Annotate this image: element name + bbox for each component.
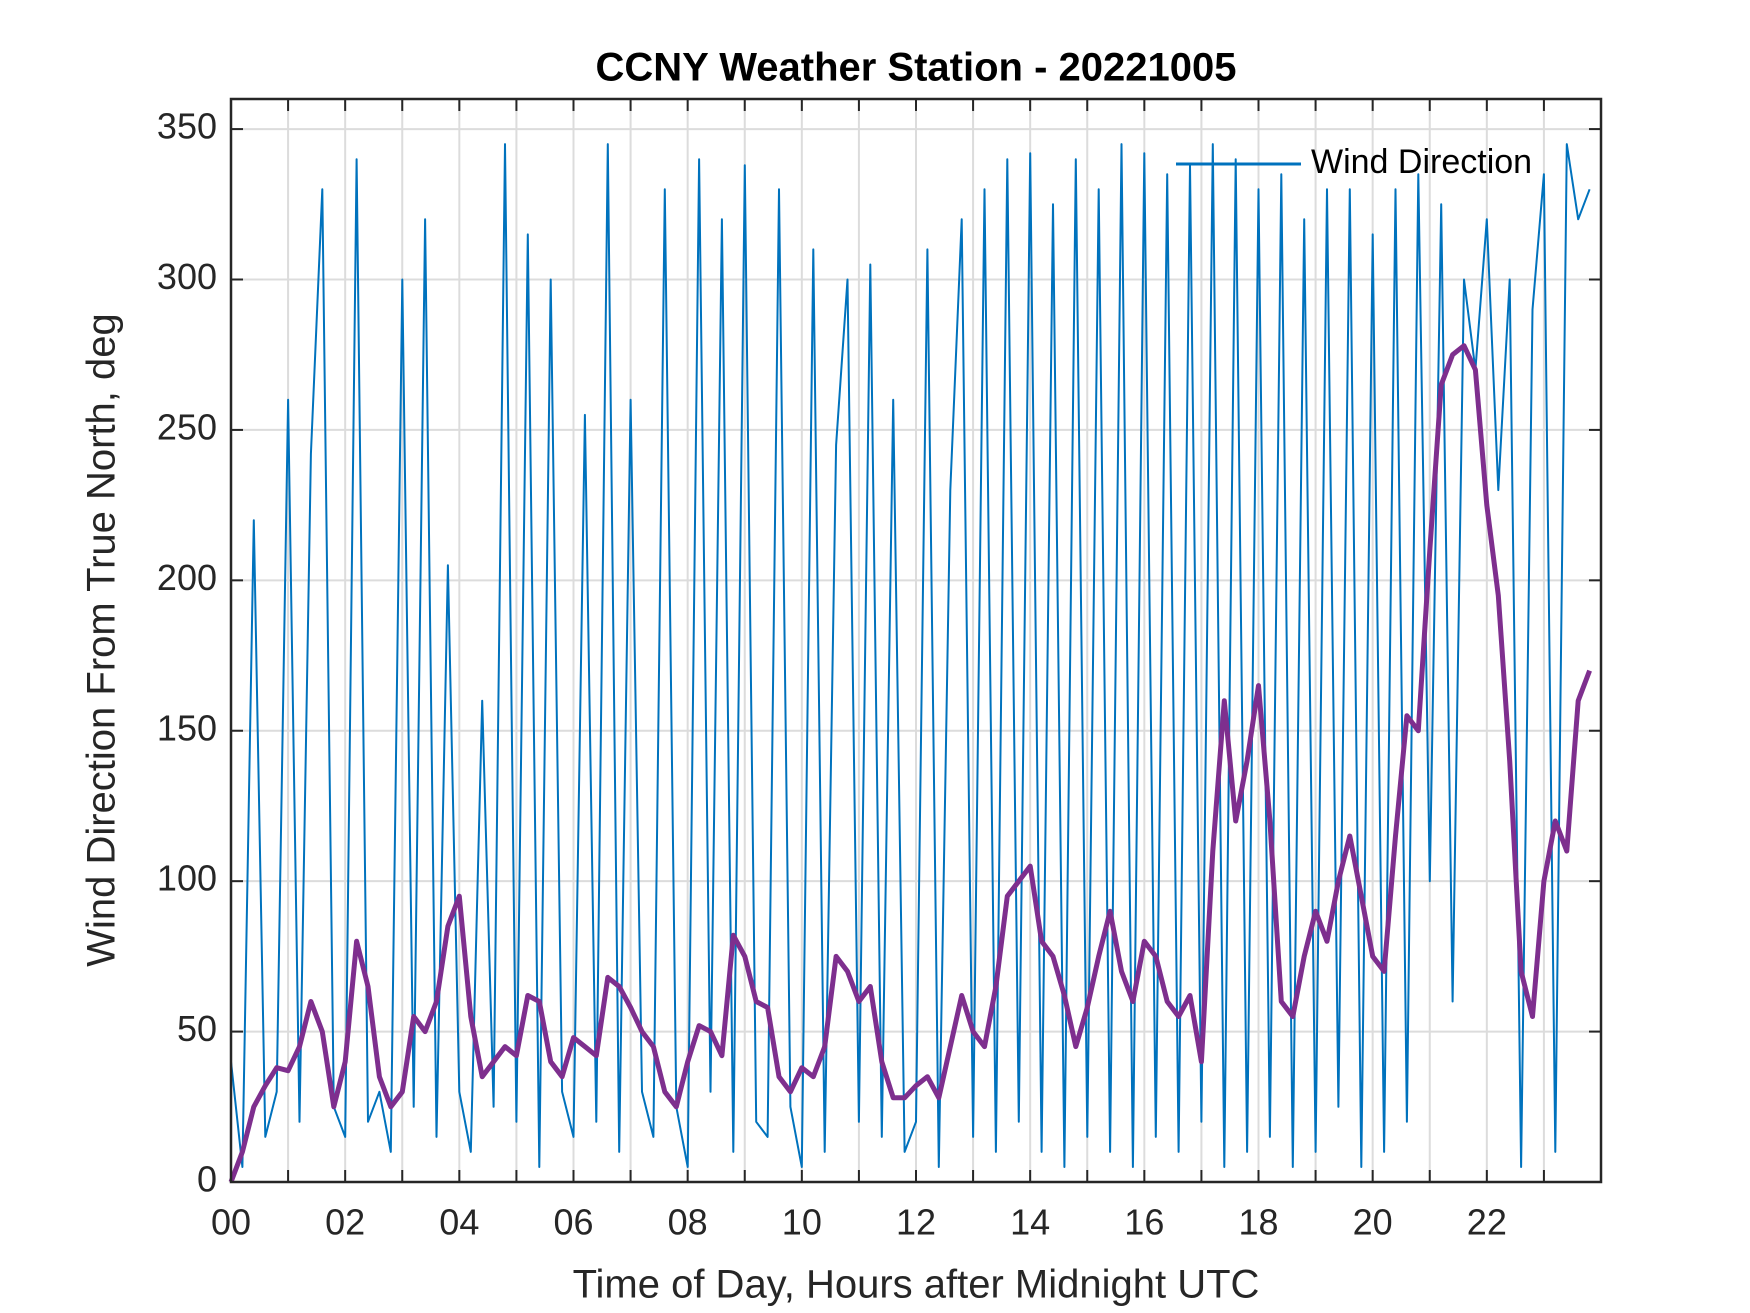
y-tick-label: 0	[197, 1159, 217, 1200]
plot-frame	[229, 97, 1603, 1184]
x-tick-label: 18	[1238, 1202, 1278, 1243]
x-tick-label: 22	[1467, 1202, 1507, 1243]
x-tick-label: 00	[211, 1202, 251, 1243]
y-axis-label: Wind Direction From True North, deg	[80, 313, 124, 967]
y-tick-label: 250	[157, 406, 217, 447]
data-line	[230, 143, 1591, 1168]
x-tick-label: 16	[1124, 1202, 1164, 1243]
data-line	[228, 343, 1592, 1183]
y-tick-label: 50	[177, 1008, 217, 1049]
x-tick-label: 10	[782, 1202, 822, 1243]
y-tick-label: 200	[157, 557, 217, 598]
x-tick-label: 06	[553, 1202, 593, 1243]
x-tick-label: 20	[1353, 1202, 1393, 1243]
x-tick-label: 12	[896, 1202, 936, 1243]
x-tick-label: 02	[325, 1202, 365, 1243]
x-tick-label: 14	[1010, 1202, 1050, 1243]
y-tick-label: 100	[157, 858, 217, 899]
y-tick-label: 350	[157, 106, 217, 147]
y-tick-label: 150	[157, 707, 217, 748]
x-tick-label: 04	[439, 1202, 479, 1243]
legend-label: Wind Direction	[1311, 143, 1532, 181]
y-tick-label: 300	[157, 256, 217, 297]
x-axis-label: Time of Day, Hours after Midnight UTC	[573, 1263, 1260, 1307]
chart-title: CCNY Weather Station - 20221005	[596, 46, 1237, 90]
x-tick-label: 08	[668, 1202, 708, 1243]
